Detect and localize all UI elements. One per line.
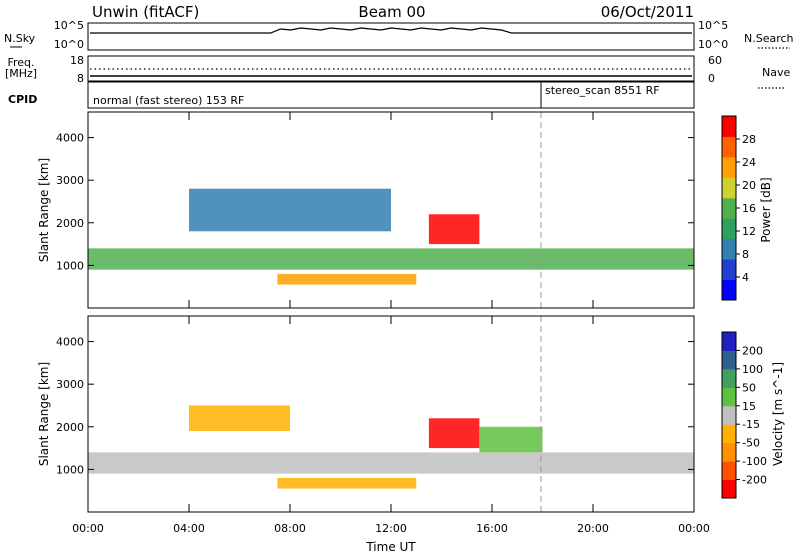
power-y-ticks: 1000 2000 3000 4000 [56, 132, 694, 272]
nsky-tick-top: 10^5 [54, 19, 84, 32]
freq-tick-top: 18 [70, 54, 84, 67]
colorbar-tick-label: -100 [742, 455, 767, 468]
x-tick-label: 00:00 [72, 522, 104, 535]
colorbar-tick-label: -50 [742, 437, 760, 450]
nsky-tick-bottom: 10^0 [54, 38, 84, 51]
colorbar-tick-label: 4 [742, 271, 749, 284]
x-tick-label: 00:00 [678, 522, 710, 535]
power-panel: 1000 2000 3000 4000 Slant Range [km] 4 8 12 16… [37, 111, 773, 309]
velocity-colorbar: 200 100 50 15 -15 -50 -100 -200 [721, 331, 767, 499]
velocity-x-ticks: 00:00 04:00 08:00 12:00 16:00 20:00 00:00 [72, 316, 710, 535]
heatmap-region-1-1 [189, 405, 290, 432]
x-tick-label: 08:00 [274, 522, 306, 535]
freq-tick-bottom: 8 [77, 72, 84, 85]
y-tick-label: 3000 [56, 378, 84, 391]
y-tick-label: 1000 [56, 463, 84, 476]
colorbar-swatch [722, 156, 736, 178]
colorbar-tick-label: 8 [742, 248, 749, 261]
colorbar-swatch [722, 405, 736, 425]
cpid-panel-frame [87, 81, 695, 109]
colorbar-swatch [722, 424, 736, 444]
x-tick-label: 16:00 [476, 522, 508, 535]
colorbar-swatch [722, 116, 736, 137]
nsearch-tick-bottom: 10^0 [698, 38, 728, 51]
velocity-y-label: Slant Range [km] [37, 362, 51, 466]
x-tick-label: 12:00 [375, 522, 407, 535]
colorbar-swatch [722, 197, 736, 219]
heatmap-region-0-3 [428, 214, 480, 245]
heatmap-region-1-0 [88, 452, 694, 474]
colorbar-frame [721, 331, 737, 499]
date-title: 06/Oct/2011 [601, 3, 694, 21]
colorbar-tick-label: 24 [742, 156, 756, 169]
radar-title: Unwin (fitACF) [92, 3, 199, 21]
nsky-panel-frame [87, 22, 695, 51]
colorbar-tick-label: -15 [742, 418, 760, 431]
colorbar-swatch [722, 177, 736, 199]
colorbar-swatch [722, 461, 736, 481]
velocity-colorbar-label: Velocity [m s^-1] [771, 362, 785, 466]
colorbar-tick-label: 100 [742, 363, 763, 376]
colorbar-swatch [722, 442, 736, 462]
x-tick-label: 20:00 [577, 522, 609, 535]
freq-unit: [MHz] [5, 67, 37, 80]
colorbar-swatch [722, 350, 736, 370]
nsky-trace [90, 27, 692, 34]
colorbar-tick-label: 12 [742, 225, 756, 238]
nsearch-tick-top: 10^5 [698, 19, 728, 32]
heatmap-region-1-4 [479, 426, 543, 453]
y-tick-label: 1000 [56, 259, 84, 272]
y-tick-label: 2000 [56, 421, 84, 434]
power-colorbar: 4 8 12 16 20 24 28 [721, 115, 756, 301]
colorbar-tick-label: 50 [742, 381, 756, 394]
nsky-line [90, 27, 692, 34]
freq-label: Freq. [7, 56, 34, 69]
colorbar-tick-label: 20 [742, 179, 756, 192]
nave-label: Nave [762, 66, 790, 79]
colorbar-tick-label: 28 [742, 133, 756, 146]
colorbar-swatch [722, 479, 736, 499]
beam-title: Beam 00 [358, 3, 425, 21]
colorbar-swatch [722, 368, 736, 388]
nave-tick-bottom: 0 [708, 72, 715, 85]
y-tick-label: 4000 [56, 336, 84, 349]
colorbar-tick-label: 16 [742, 202, 756, 215]
heatmap-region-1-3 [428, 418, 480, 449]
freq-panel-frame [87, 55, 695, 82]
y-tick-label: 3000 [56, 174, 84, 187]
power-colorbar-label: Power [dB] [759, 177, 773, 242]
x-tick-label: 04:00 [173, 522, 205, 535]
velocity-regions [88, 405, 694, 489]
cpid-label: CPID [8, 93, 37, 106]
heatmap-region-0-1 [189, 188, 391, 232]
power-x-ticks [87, 112, 695, 308]
colorbar-swatch [722, 218, 736, 240]
velocity-panel: 1000 2000 3000 4000 00:00 04:00 08:00 12:00 16:… [37, 315, 785, 535]
cpid-segment-stereo: stereo_scan 8551 RF [545, 84, 660, 97]
colorbar-tick-label: 15 [742, 400, 756, 413]
colorbar-swatch [722, 259, 736, 281]
colorbar-swatch [722, 136, 736, 158]
colorbar-swatch [722, 332, 736, 351]
power-regions [88, 188, 694, 285]
colorbar-swatch [722, 238, 736, 260]
nave-tick-top: 60 [708, 54, 722, 67]
heatmap-region-1-2 [277, 477, 417, 489]
velocity-y-ticks: 1000 2000 3000 4000 [56, 336, 694, 476]
colorbar-tick-label: -200 [742, 474, 767, 487]
nsky-label: N.Sky [4, 32, 36, 45]
colorbar-tick-label: 200 [742, 344, 763, 357]
y-tick-label: 2000 [56, 217, 84, 230]
y-tick-label: 4000 [56, 132, 84, 145]
power-y-label: Slant Range [km] [37, 158, 51, 262]
nsearch-label: N.Search [744, 32, 794, 45]
colorbar-swatch [722, 279, 736, 301]
heatmap-region-0-2 [277, 273, 417, 285]
colorbar-swatch [722, 387, 736, 407]
x-axis-label: Time UT [365, 540, 416, 554]
heatmap-region-0-0 [88, 248, 694, 270]
cpid-segment-normal: normal (fast stereo) 153 RF [93, 94, 244, 107]
